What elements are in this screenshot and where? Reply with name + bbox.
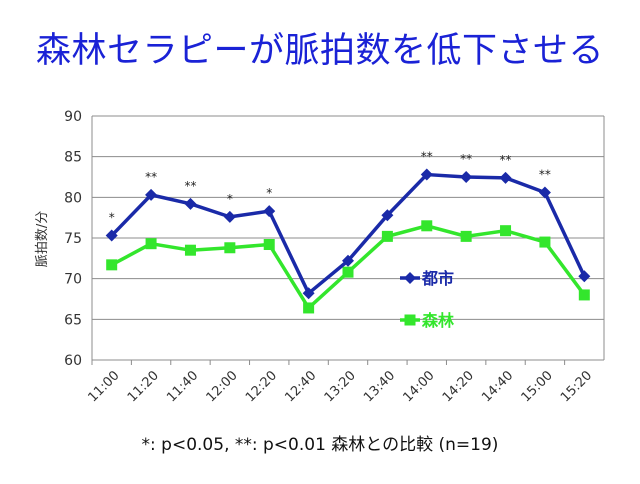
- y-tick-label: 75: [64, 231, 82, 247]
- data-point-city: [342, 254, 354, 267]
- data-point-forest: [460, 230, 472, 242]
- legend-marker-forest: [404, 314, 416, 326]
- data-point-forest: [578, 289, 590, 301]
- data-point-city: [578, 270, 591, 283]
- data-point-forest: [539, 236, 551, 248]
- data-point-city: [223, 210, 236, 223]
- x-tick-label: 12:20: [243, 368, 280, 405]
- data-point-city: [184, 197, 197, 210]
- y-tick-labels: 60 65 70 75 80 85 90: [64, 109, 82, 369]
- significance-mark: **: [184, 179, 196, 193]
- legend-label: 森林: [422, 311, 454, 330]
- x-tick-label: 11:40: [164, 368, 201, 405]
- data-point-forest: [106, 259, 118, 271]
- significance-mark: **: [539, 167, 551, 181]
- data-point-city: [460, 171, 473, 183]
- grid-lines: [91, 115, 605, 365]
- data-point-city: [302, 287, 315, 300]
- data-point-forest: [500, 225, 512, 237]
- significance-mark: *: [227, 192, 233, 206]
- x-tick-label: 11:00: [85, 368, 122, 405]
- significance-mark: **: [460, 152, 472, 166]
- data-point-forest: [184, 244, 196, 256]
- x-tick-label: 13:20: [322, 368, 359, 405]
- data-point-forest: [303, 302, 315, 314]
- legend-label: 都市: [421, 269, 454, 288]
- y-tick-label: 60: [64, 353, 82, 369]
- data-point-forest: [342, 266, 354, 278]
- data-point-forest: [263, 239, 275, 251]
- x-tick-label: 13:40: [361, 368, 398, 405]
- data-point-city: [381, 209, 394, 222]
- significance-annotations: ****** *** ** ****: [109, 150, 551, 225]
- data-point-city: [145, 188, 158, 201]
- data-point-forest: [145, 238, 157, 250]
- x-tick-label: 14:40: [479, 368, 516, 405]
- data-point-city: [420, 168, 433, 181]
- y-axis-label: 脈拍数/分: [35, 211, 50, 267]
- significance-mark: **: [421, 150, 433, 164]
- significance-mark: *: [109, 211, 115, 225]
- x-tick-label: 12:40: [282, 368, 319, 405]
- y-tick-label: 80: [64, 190, 82, 206]
- x-tick-label: 15:20: [558, 368, 595, 405]
- series-group: [105, 168, 591, 314]
- data-point-forest: [381, 230, 393, 242]
- data-point-city: [105, 229, 118, 242]
- x-tick-label: 12:00: [204, 368, 241, 405]
- x-tick-label: 14:00: [400, 368, 437, 405]
- slide-title: 森林セラピーが脈拍数を低下させる: [35, 31, 604, 71]
- legend-marker-city: [404, 272, 416, 284]
- x-tick-label: 14:20: [440, 368, 477, 405]
- data-point-city: [538, 186, 551, 199]
- significance-mark: **: [500, 153, 512, 167]
- y-tick-label: 85: [64, 150, 82, 166]
- data-point-forest: [421, 220, 433, 232]
- x-tick-label: 11:20: [125, 368, 162, 405]
- x-tick-label: 15:00: [519, 368, 556, 405]
- significance-mark: *: [266, 186, 272, 200]
- data-point-city: [499, 171, 512, 184]
- significance-mark: **: [145, 170, 157, 184]
- data-point-forest: [224, 242, 236, 254]
- y-tick-label: 90: [64, 109, 82, 125]
- x-tick-labels: 11:00 11:20 11:40 12:00 12:20 12:40 13:20 13:40…: [85, 368, 595, 405]
- y-tick-label: 65: [64, 312, 82, 328]
- y-tick-label: 70: [64, 272, 82, 288]
- footnote: *: p<0.05, **: p<0.01 森林との比較 (n=19): [141, 435, 499, 455]
- data-point-city: [263, 205, 276, 218]
